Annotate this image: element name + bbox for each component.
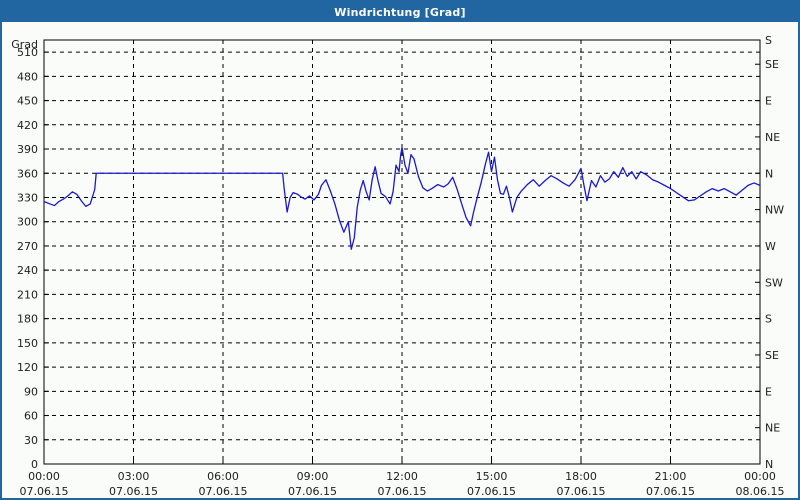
x-tick-time-label: 21:00 — [655, 470, 687, 483]
y-tick-label: 480 — [17, 70, 38, 83]
series-windrichtung — [43, 146, 761, 250]
x-tick-date-label: 08.06.15 — [736, 485, 785, 498]
x-tick-date-label: 07.06.15 — [557, 485, 606, 498]
x-tick-date-label: 07.06.15 — [467, 485, 516, 498]
x-tick-date-label: 07.06.15 — [199, 485, 248, 498]
y-tick-label: 360 — [17, 167, 38, 180]
y-tick-label: 510 — [17, 46, 38, 59]
x-tick-time-label: 03:00 — [118, 470, 150, 483]
x-axis-ticks: 00:00 07.06.15 03:00 07.06.15 06:00 07.06.15 0… — [20, 459, 785, 498]
y-tick-label: 330 — [17, 191, 38, 204]
right-tick-label: E — [765, 385, 772, 398]
y-axis-unit-label: Grad — [11, 38, 38, 51]
y-tick-label: 150 — [17, 337, 38, 350]
x-tick-time-label: 06:00 — [207, 470, 239, 483]
y-tick-label: 420 — [17, 119, 38, 132]
x-tick-date-label: 07.06.15 — [109, 485, 158, 498]
right-tick-label: NE — [765, 131, 780, 144]
right-tick-label: SW — [765, 276, 783, 289]
y-axis-ticks: 0 30 60 90 120 150 180 210 240 270 300 330 360 390 420… — [17, 46, 49, 471]
plot-area: 0 30 60 90 120 150 180 210 240 270 300 330 360 390 420… — [2, 22, 798, 498]
y-tick-label: 60 — [24, 410, 38, 423]
x-tick-time-label: 12:00 — [386, 470, 418, 483]
x-tick-date-label: 07.06.15 — [288, 485, 337, 498]
x-tick-date-label: 07.06.15 — [378, 485, 427, 498]
right-axis-ticks: N NE E SE S SW W NW N NE E SE S — [755, 34, 784, 471]
x-tick-time-label: 15:00 — [476, 470, 508, 483]
windrichtung-line-chart: 0 30 60 90 120 150 180 210 240 270 300 330 360 390 420… — [11, 34, 785, 498]
x-tick-time-label: 00:00 — [28, 470, 60, 483]
x-tick-time-label: 00:00 — [744, 470, 776, 483]
y-tick-label: 0 — [31, 458, 38, 471]
right-tick-label: N — [765, 167, 773, 180]
x-tick-time-label: 18:00 — [565, 470, 597, 483]
right-tick-label: E — [765, 95, 772, 108]
x-tick-date-label: 07.06.15 — [646, 485, 695, 498]
y-tick-label: 390 — [17, 143, 38, 156]
y-tick-label: 300 — [17, 216, 38, 229]
right-tick-label: N — [765, 458, 773, 471]
y-tick-label: 30 — [24, 434, 38, 447]
y-tick-label: 240 — [17, 264, 38, 277]
right-tick-label: S — [765, 34, 772, 47]
y-tick-label: 270 — [17, 240, 38, 253]
right-tick-label: SE — [765, 349, 779, 362]
y-tick-label: 210 — [17, 288, 38, 301]
y-tick-label: 90 — [24, 385, 38, 398]
y-tick-label: 180 — [17, 313, 38, 326]
x-tick-time-label: 09:00 — [297, 470, 329, 483]
gridlines — [44, 40, 760, 464]
x-tick-date-label: 07.06.15 — [20, 485, 69, 498]
right-tick-label: SE — [765, 58, 779, 71]
right-tick-label: NE — [765, 422, 780, 435]
y-tick-label: 120 — [17, 361, 38, 374]
page-title: Windrichtung [Grad] — [334, 5, 466, 19]
y-tick-label: 450 — [17, 95, 38, 108]
right-tick-label: NW — [765, 204, 784, 217]
window-title-bar: Windrichtung [Grad] — [2, 2, 798, 22]
right-tick-label: W — [765, 240, 776, 253]
right-tick-label: S — [765, 313, 772, 326]
plot-frame — [43, 39, 761, 465]
